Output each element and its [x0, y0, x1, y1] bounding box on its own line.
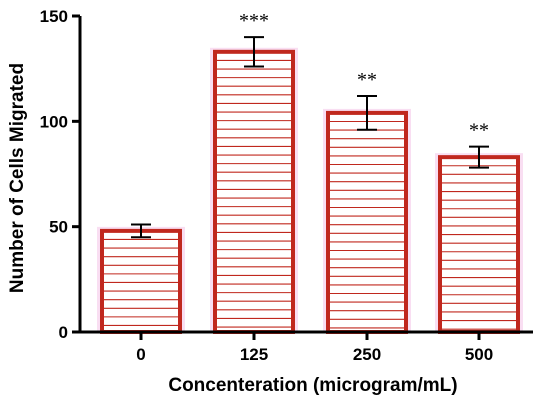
significance-label: ** — [469, 120, 489, 142]
bar-250 — [323, 108, 411, 335]
error-bar — [357, 95, 377, 131]
x-tick-label: 250 — [353, 345, 381, 364]
y-tick-label: 100 — [40, 112, 68, 131]
x-tick-label: 500 — [465, 345, 493, 364]
x-axis-title: Concenteration (microgram/mL) — [168, 375, 457, 396]
error-bar — [469, 145, 489, 169]
y-tick-label: 0 — [59, 323, 68, 342]
bar-fill — [215, 51, 293, 333]
y-tick-label: 150 — [40, 7, 68, 26]
significance-layer: ******* — [239, 10, 489, 142]
error-bars-layer — [131, 36, 489, 239]
y-ticks-layer: 0 50 100 150 — [40, 7, 80, 342]
x-tick-label: 125 — [240, 345, 268, 364]
bars-layer — [97, 47, 523, 335]
x-tick-label: 0 — [136, 345, 145, 364]
bar-125 — [210, 47, 298, 335]
error-bar — [244, 36, 264, 68]
y-tick-label: 50 — [49, 218, 68, 237]
significance-label: ** — [357, 69, 377, 91]
bar-fill — [328, 112, 406, 332]
x-ticks-layer: 0 125 250 500 — [136, 332, 493, 364]
error-bar — [131, 223, 151, 239]
bar-0 — [97, 226, 185, 335]
y-axis-title: Number of Cells Migrated — [7, 63, 28, 293]
significance-label: *** — [239, 10, 269, 32]
bar-500 — [435, 153, 523, 334]
